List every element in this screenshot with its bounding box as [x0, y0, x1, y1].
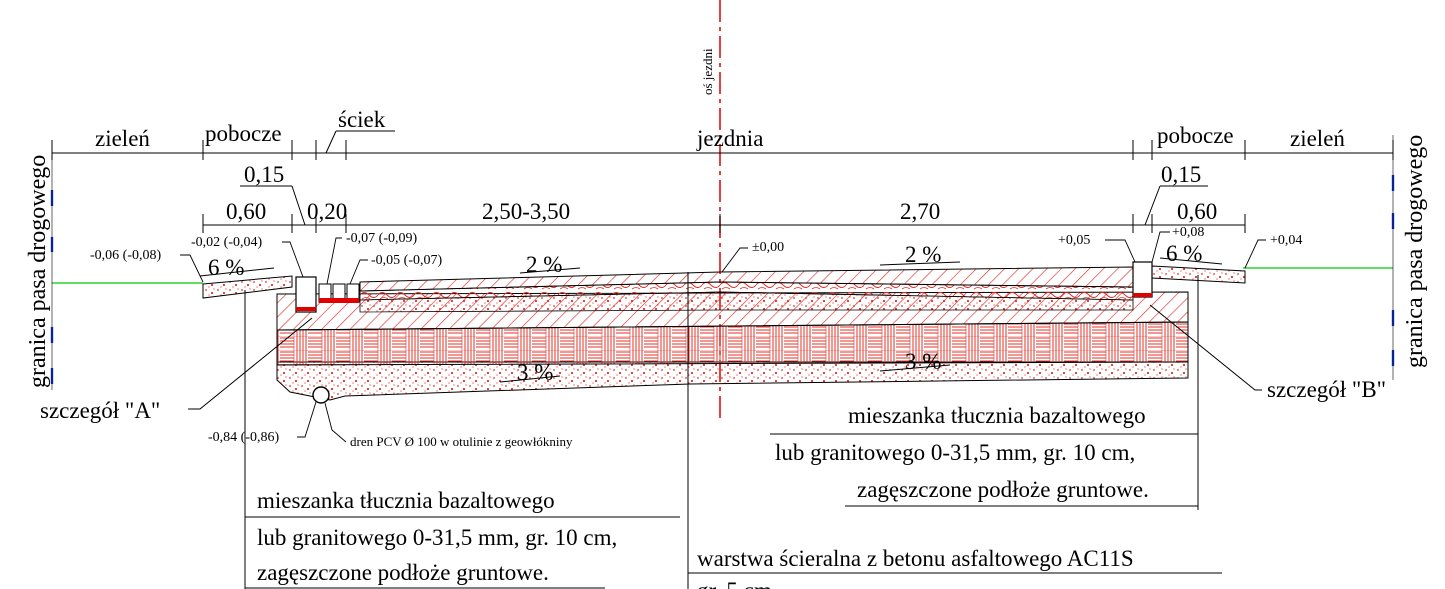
drain-pipe	[312, 386, 330, 404]
svg-text:gr. 5 cm: gr. 5 cm	[697, 578, 772, 589]
dim-right-lane: 2,70	[900, 199, 940, 224]
elev-curb-left: -0,02 (-0,04)	[191, 235, 262, 250]
shoulder-left	[202, 275, 293, 299]
elev-left-edge: -0,06 (-0,08)	[90, 248, 161, 263]
note-bottom: warstwa ścieralna z betonu asfaltowego A…	[688, 546, 1222, 589]
curb-left	[295, 276, 317, 313]
boundary-label-right: granica pasa drogowego	[1402, 135, 1428, 368]
boundary-label-left: granica pasa drogowego	[25, 155, 51, 388]
zone-jezdnia: jezdnia	[696, 126, 763, 151]
svg-text:zagęszczone podłoże gruntowe.: zagęszczone podłoże gruntowe.	[857, 477, 1149, 502]
dim-right-060: 0,60	[1177, 199, 1217, 224]
svg-text:mieszanka tłucznia bazaltowego: mieszanka tłucznia bazaltowego	[848, 403, 1146, 428]
zone-pobocze-right: pobocze	[1157, 123, 1234, 148]
elev-curb-right: +0,05	[1058, 233, 1090, 248]
cross-section	[202, 261, 1246, 589]
zone-dimension-line	[51, 140, 1394, 160]
note-right: mieszanka tłucznia bazaltowego lub grani…	[770, 403, 1198, 507]
axis-label: oś jezdni	[700, 48, 715, 95]
zone-zielen-right: zieleń	[1290, 126, 1345, 151]
dim-left-015: 0,15	[244, 162, 284, 187]
elev-gutter-bottom: -0,05 (-0,07)	[371, 253, 442, 268]
slope-base-right: 3 %	[905, 349, 941, 374]
elev-axis: ±0,00	[752, 240, 784, 255]
width-dimension-line	[202, 185, 1246, 233]
svg-text:lub granitowego 0-31,5 mm, gr.: lub granitowego 0-31,5 mm, gr. 10 cm,	[257, 525, 617, 550]
dim-left-lane: 2,50-3,50	[482, 199, 570, 224]
slope-base-left: 3 %	[517, 360, 553, 385]
drain-label: dren PCV Ø 100 w otulinie z geowłókniny	[350, 434, 573, 449]
elev-curb-right2: +0,08	[1172, 225, 1204, 240]
note-left: mieszanka tłucznia bazaltowego lub grani…	[245, 488, 680, 589]
slope-left-shoulder: 6 %	[208, 255, 244, 280]
slope-left-lane: 2 %	[526, 252, 562, 277]
slope-right-shoulder: 6 %	[1166, 241, 1202, 266]
slope-right-lane: 2 %	[905, 242, 941, 267]
elev-gutter-top: -0,07 (-0,09)	[346, 231, 417, 246]
svg-text:lub granitowego 0-31,5 mm, gr.: lub granitowego 0-31,5 mm, gr. 10 cm,	[775, 440, 1135, 465]
elev-drain: -0,84 (-0,86)	[208, 430, 279, 445]
elevation-leaders	[180, 231, 1266, 443]
curb-right	[1132, 261, 1153, 298]
elev-right-edge: +0,04	[1270, 233, 1302, 248]
detail-b-label: szczegół "B"	[1267, 377, 1386, 402]
detail-a-label: szczegół "A"	[40, 398, 160, 423]
svg-text:warstwa ścieralna z betonu asf: warstwa ścieralna z betonu asfaltowego A…	[697, 546, 1134, 571]
zone-zielen-left: zieleń	[95, 126, 150, 151]
zone-sciek: ściek	[338, 107, 386, 132]
dim-left-020: 0,20	[307, 199, 347, 224]
dim-left-060: 0,60	[226, 199, 266, 224]
dim-right-015: 0,15	[1161, 162, 1201, 187]
svg-text:mieszanka tłucznia bazaltowego: mieszanka tłucznia bazaltowego	[257, 488, 555, 513]
slope-arrows	[199, 257, 1223, 383]
svg-text:zagęszczone podłoże gruntowe.: zagęszczone podłoże gruntowe.	[257, 560, 549, 585]
layer-aggregate-base	[276, 361, 1189, 401]
zone-pobocze-left: pobocze	[205, 121, 282, 146]
